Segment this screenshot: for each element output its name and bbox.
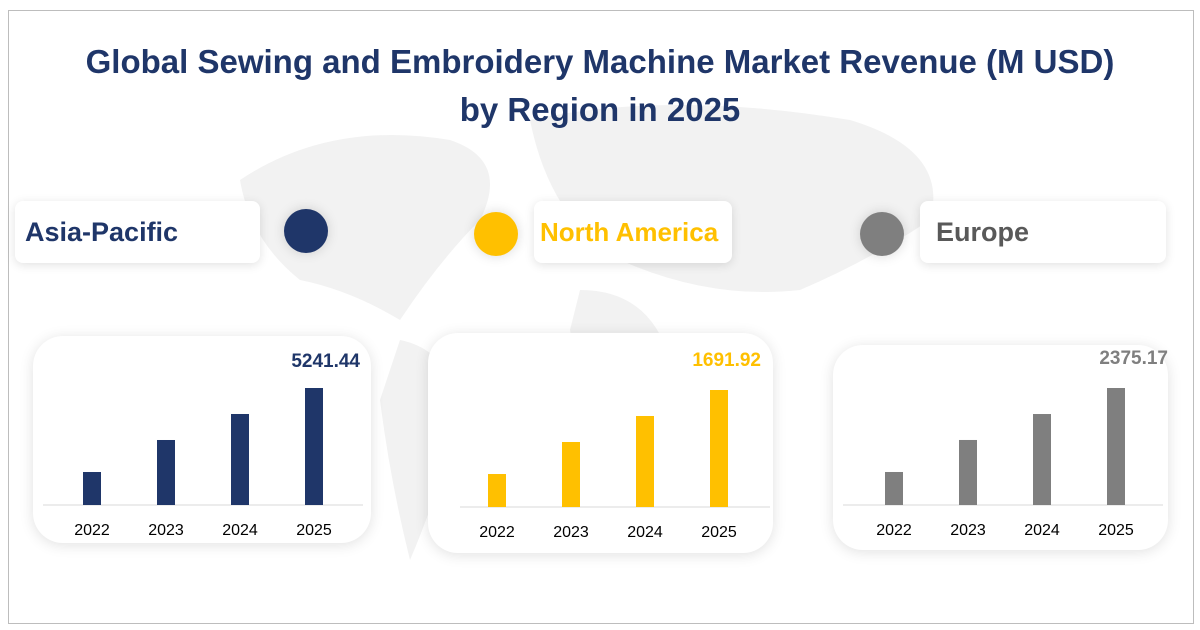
title-line-1: Global Sewing and Embroidery Machine Mar… [85,43,1115,80]
legend-dot-north-america [474,212,518,256]
bar-2024 [231,413,249,505]
bar-2023 [562,441,580,507]
x-tick-label: 2022 [74,522,110,539]
chart-card-asia-pacific: 2022 2023 2024 2025 5241.44 [33,336,371,543]
chart-frame [8,10,1194,624]
bar-2023 [157,439,175,505]
data-label-2025: 2375.17 [1099,348,1168,369]
chart-card-europe: 2022 2023 2024 2025 2375.17 [833,345,1168,550]
bar-2023 [959,439,977,505]
bar-2025 [1107,388,1125,505]
x-tick-label: 2025 [701,524,737,541]
bar-chart-2: 2022 2023 2024 2025 2375.17 [843,348,1168,539]
region-label-europe: Europe [920,201,1166,263]
data-label-2025: 5241.44 [291,351,360,372]
x-tick-label: 2023 [950,522,986,539]
chart-title: Global Sewing and Embroidery Machine Mar… [0,38,1200,134]
x-tick-label: 2024 [222,522,258,539]
x-tick-label: 2022 [876,522,912,539]
chart-card-north-america: 2022 2023 2024 2025 1691.92 [428,333,773,553]
legend-dot-europe [860,212,904,256]
bar-2024 [1033,414,1051,505]
region-label-asia-pacific: Asia-Pacific [15,201,260,263]
bar-2022 [885,471,903,505]
region-label-north-america: North America [534,201,732,263]
legend-dot-asia-pacific [284,209,328,253]
bar-chart-0: 2022 2023 2024 2025 5241.44 [43,351,363,539]
x-tick-label: 2023 [148,522,184,539]
x-tick-label: 2023 [553,524,589,541]
bar-2022 [83,472,101,505]
x-tick-label: 2024 [627,524,663,541]
bar-2024 [636,415,654,507]
x-tick-label: 2022 [479,524,515,541]
x-tick-label: 2025 [1098,522,1134,539]
bar-chart-1: 2022 2023 2024 2025 1691.92 [460,350,770,541]
bar-2025 [305,388,323,505]
data-label-2025: 1691.92 [692,350,761,371]
bar-2025 [710,390,728,507]
title-line-2: by Region in 2025 [459,91,741,128]
x-tick-label: 2024 [1024,522,1060,539]
x-tick-label: 2025 [296,522,332,539]
bar-2022 [488,474,506,507]
